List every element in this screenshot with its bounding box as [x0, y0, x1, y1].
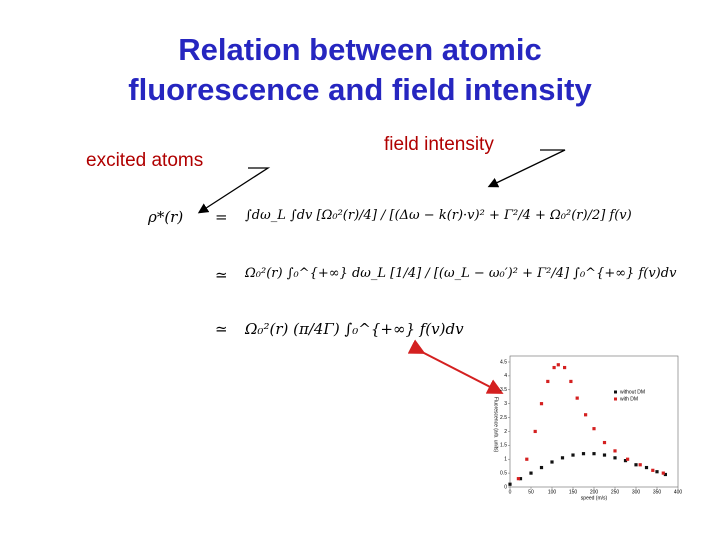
point: [552, 365, 556, 370]
x-axis-label: speed (m/s): [581, 495, 608, 501]
point: [569, 379, 573, 384]
x-tick-label: 250: [611, 489, 620, 495]
title-line: Relation between atomic: [178, 32, 542, 67]
point: [634, 463, 638, 467]
y-tick-label: 4: [504, 373, 507, 379]
x-tick-label: 300: [632, 489, 641, 495]
point: [556, 363, 560, 367]
eq-rel: ≃: [215, 320, 228, 338]
title-line: fluorescence and field intensity: [128, 72, 592, 107]
y-tick-label: 1.5: [500, 443, 507, 449]
legend-swatch: [614, 390, 617, 394]
point: [529, 471, 533, 475]
point: [539, 402, 544, 406]
eq-rhs: Ω₀²(r) ∫₀^{+∞} dω_L [1/4] / [(ω_L − ω₀′)…: [245, 266, 677, 281]
point: [525, 457, 529, 461]
point: [546, 379, 550, 384]
x-tick-label: 200: [590, 489, 599, 495]
x-tick-label: 150: [569, 489, 578, 495]
point: [651, 468, 655, 472]
point: [592, 452, 596, 456]
point: [613, 456, 617, 460]
point: [581, 452, 586, 456]
y-tick-label: 0: [504, 484, 507, 490]
point: [584, 413, 588, 417]
point: [623, 459, 628, 463]
x-tick-label: 350: [653, 489, 662, 495]
legend-swatch: [614, 397, 617, 401]
point: [661, 471, 665, 475]
point: [655, 470, 659, 474]
arrow: [197, 167, 271, 214]
x-tick-label: 50: [528, 489, 534, 495]
point: [638, 463, 642, 467]
y-tick-label: 4.5: [500, 359, 507, 365]
point: [560, 456, 565, 460]
arrow: [407, 339, 504, 394]
point: [533, 429, 537, 434]
y-tick-label: 2: [504, 429, 507, 435]
point: [518, 477, 523, 481]
x-tick-label: 100: [548, 489, 557, 495]
eq-rel: =: [215, 208, 228, 226]
legend-label: with DM: [620, 396, 638, 402]
eq-rel: ≃: [215, 266, 228, 284]
y-tick-label: 2.5: [500, 415, 507, 421]
x-tick-label: 400: [674, 489, 683, 495]
point: [563, 365, 567, 370]
x-tick-label: 0: [509, 489, 512, 495]
eq-rhs: Ω₀²(r) (π/4Γ) ∫₀^{+∞} f(v)dv: [245, 320, 464, 338]
point: [592, 427, 596, 431]
label: field intensity: [384, 134, 494, 155]
point: [663, 472, 667, 477]
point: [539, 465, 544, 470]
y-tick-label: 0.5: [500, 470, 507, 476]
arrow: [487, 149, 566, 188]
point: [613, 449, 617, 453]
y-tick-label: 1: [504, 457, 507, 463]
plot-frame: [509, 355, 679, 488]
eq-rhs: ∫dω_L ∫dv [Ω₀²(r)/4] / [(Δω − k(r)·v)² +…: [245, 208, 632, 223]
y-tick-label: 3: [504, 401, 507, 407]
point: [516, 477, 520, 481]
point: [571, 453, 575, 457]
y-tick-label: 3.5: [500, 387, 507, 393]
label: excited atoms: [86, 150, 204, 171]
point: [602, 440, 607, 445]
point: [602, 453, 607, 457]
point: [508, 482, 512, 486]
point: [575, 396, 579, 400]
point: [550, 460, 554, 464]
y-axis-label: Fluorescence (arb. units): [493, 397, 499, 453]
point: [626, 457, 630, 461]
legend-label: without DM: [620, 389, 645, 395]
point: [644, 465, 649, 470]
eq-lhs: ρ*(r): [148, 208, 184, 226]
